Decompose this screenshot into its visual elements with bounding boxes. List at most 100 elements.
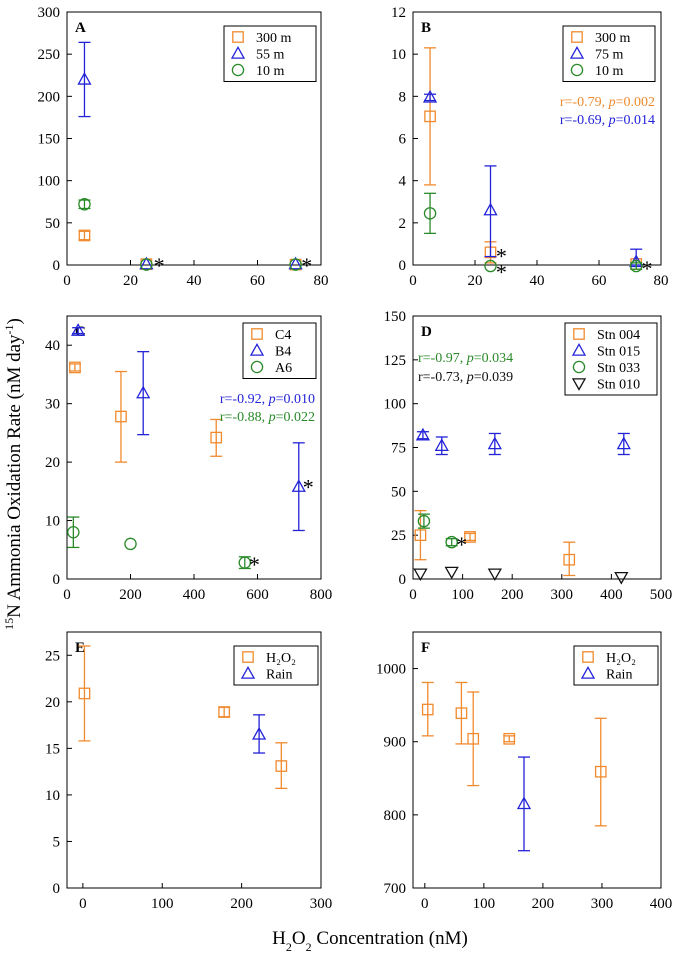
y-tick-label: 0 [399, 258, 407, 274]
data-point [421, 703, 434, 716]
y-tick-label: 0 [53, 572, 61, 588]
x-tick-label: 0 [409, 273, 417, 289]
legend-label: Stn 015 [597, 345, 640, 360]
x-tick-label: 800 [310, 587, 333, 603]
data-point [251, 726, 267, 740]
legend-box [562, 25, 656, 82]
y-tick-label: 100 [384, 397, 407, 413]
data-point [238, 556, 252, 569]
y-axis-label-main: N Ammonia Oxidation Rate (nM day [4, 334, 25, 618]
legend-label: H₂O₂ [606, 651, 636, 666]
panel-a: 0 20 40 60 80 0 50 100 150 200 250 300 A * * 300 m 55 m1… [38, 5, 329, 289]
significance-star: * [496, 244, 507, 269]
series-h-o- [78, 645, 288, 790]
x-tick-label: 80 [654, 273, 669, 289]
significance-star: * [456, 532, 467, 557]
x-axis-label: H2O2 Concentration (nM) [272, 928, 468, 954]
panel-letter: A [75, 20, 86, 36]
correlation-p-symbol: p [268, 392, 276, 407]
x-tick-label: 0 [79, 896, 87, 912]
legend-label: 10 m [256, 64, 285, 79]
x-tick-label: 200 [532, 896, 555, 912]
x-tick-label: 0 [63, 273, 71, 289]
significance-star: * [496, 259, 507, 284]
panel-letter: C [75, 324, 86, 340]
correlation-r: r=-0.69, [560, 113, 609, 128]
data-point [616, 436, 631, 450]
correlation-p-value: =0.014 [616, 113, 655, 128]
legend-marker [251, 328, 263, 340]
significance-star: * [642, 256, 653, 281]
correlation-annotation: r=-0.97, p=0.034 [418, 351, 513, 366]
data-point [124, 537, 137, 551]
data-point [483, 202, 498, 216]
series-stn-010 [413, 566, 629, 585]
data-point [422, 89, 438, 103]
data-point [464, 531, 476, 543]
legend-label: Rain [606, 668, 632, 683]
x-tick-label: 80 [314, 273, 329, 289]
x-tick-label: 0 [409, 587, 417, 603]
plot-frame [412, 631, 662, 889]
series-55-m [77, 41, 303, 270]
x-tick-label: 300 [591, 896, 614, 912]
series-stn-033 [417, 513, 458, 549]
data-point [78, 687, 91, 700]
legend-label: 75 m [595, 48, 624, 63]
series-a6 [67, 516, 252, 570]
y-tick-label: 40 [45, 338, 60, 354]
y-tick-label: 20 [45, 695, 60, 711]
panel-f: 0 100 200 300 400 700 800 900 1000 F H₂O₂ Rain [376, 631, 672, 912]
x-axis-label-b: O [292, 928, 306, 949]
x-tick-label: 200 [230, 896, 253, 912]
y-tick-label: 75 [391, 441, 406, 457]
legend-label: Stn 004 [597, 328, 640, 343]
x-tick-label: 100 [451, 587, 474, 603]
y-tick-label: 125 [384, 353, 407, 369]
correlation-p-symbol: p [268, 410, 276, 425]
legend-marker [242, 651, 254, 663]
y-tick-label: 150 [38, 132, 61, 148]
legend-label: 10 m [595, 64, 624, 79]
x-axis-label-sub2: 2 [306, 940, 312, 954]
legend-box [564, 322, 658, 396]
legend-box [223, 25, 317, 82]
x-axis-label-c: Concentration (nM) [312, 928, 468, 949]
x-tick-label: 500 [650, 587, 673, 603]
correlation-r: r=-0.73, [418, 370, 467, 385]
data-point [424, 110, 436, 123]
legend: 300 m 55 m10 m [223, 25, 317, 82]
series-10-m [78, 198, 302, 271]
data-point [140, 258, 153, 271]
y-tick-label: 300 [38, 5, 61, 21]
data-point [275, 760, 288, 772]
correlation-r: r=-0.92, [220, 392, 269, 407]
data-point [139, 256, 154, 270]
legend-marker [569, 45, 585, 59]
y-tick-label: 30 [45, 397, 60, 413]
x-tick-label: 200 [501, 587, 524, 603]
data-point [423, 207, 437, 220]
data-point [563, 553, 576, 566]
data-point [629, 259, 643, 273]
y-tick-label: 50 [45, 216, 60, 232]
y-tick-label: 0 [53, 258, 61, 274]
legend-marker [570, 63, 584, 77]
correlation-p-value: =0.034 [474, 351, 513, 366]
legend-marker [582, 651, 594, 663]
y-tick-label: 10 [391, 47, 406, 63]
y-tick-label: 25 [45, 648, 60, 664]
y-tick-label: 200 [38, 89, 61, 105]
legend-marker [240, 665, 256, 679]
legend: 300 m 75 m10 m [562, 25, 656, 82]
legend: H₂O₂ Rain [573, 645, 659, 686]
legend-label: C4 [275, 328, 291, 343]
x-tick-label: 20 [123, 273, 138, 289]
plot-frame [66, 631, 322, 889]
data-point [78, 229, 91, 242]
data-point [467, 732, 480, 745]
x-tick-label: 40 [530, 273, 545, 289]
data-point [415, 427, 431, 441]
legend-marker [571, 378, 587, 391]
